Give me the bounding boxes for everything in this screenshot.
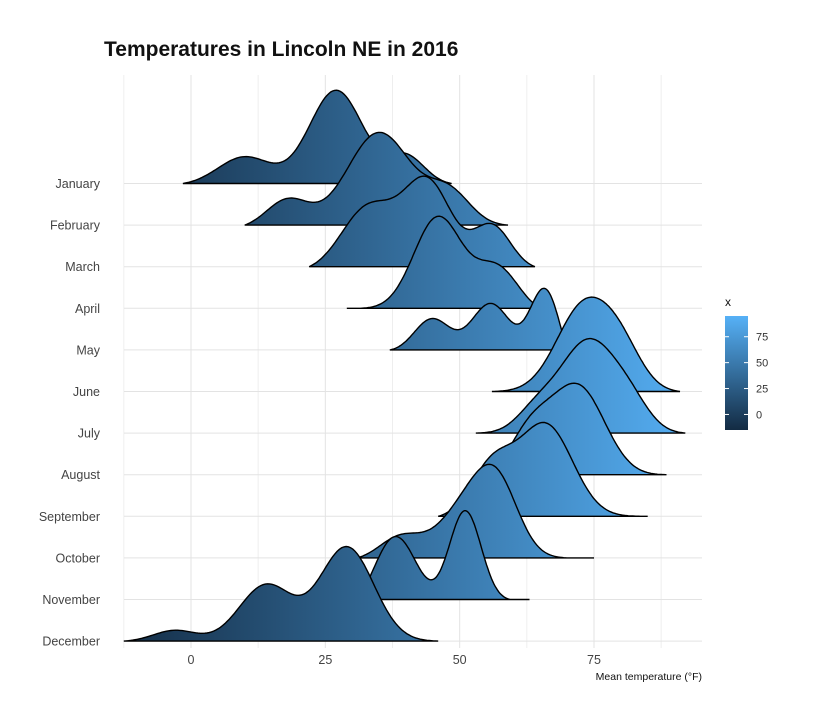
y-tick-label: May (76, 343, 100, 357)
x-tick-label: 0 (188, 653, 195, 667)
y-tick-label: January (56, 177, 101, 191)
y-tick-label: April (75, 302, 100, 316)
legend-tick-label: 0 (756, 409, 762, 421)
y-tick-label: March (65, 260, 100, 274)
y-tick-label: February (50, 219, 101, 233)
x-tick-label: 75 (587, 653, 601, 667)
ridges (123, 89, 686, 642)
legend-ticks: 0 25 50 75 (725, 332, 768, 421)
ridge-march (308, 175, 536, 268)
x-tick-label: 50 (453, 653, 467, 667)
y-tick-label: November (42, 593, 100, 607)
x-tick-labels: 0 25 50 75 (188, 653, 601, 667)
legend-tick-label: 75 (756, 332, 768, 344)
y-tick-label: July (78, 427, 101, 441)
legend-title: x (725, 295, 731, 309)
y-tick-label: December (42, 635, 100, 649)
legend-tick-label: 50 (756, 358, 768, 370)
y-tick-label: June (73, 385, 100, 399)
y-tick-labels: January February March April May June July Augu… (39, 177, 101, 649)
ridge-december (123, 545, 439, 642)
y-tick-label: October (56, 551, 100, 565)
y-tick-label: September (39, 510, 100, 524)
ridge-april (346, 215, 543, 309)
chart-title: Temperatures in Lincoln NE in 2016 (104, 38, 458, 61)
y-tick-label: August (61, 468, 100, 482)
ridge-october (357, 463, 594, 559)
ridge-may (389, 287, 569, 351)
ridge-november (356, 510, 530, 601)
x-axis-label: Mean temperature (°F) (596, 671, 702, 683)
x-tick-label: 25 (318, 653, 332, 667)
legend-tick-label: 25 (756, 384, 768, 396)
legend-colorbar (725, 316, 748, 430)
legend: x 0 25 50 75 (725, 295, 768, 430)
